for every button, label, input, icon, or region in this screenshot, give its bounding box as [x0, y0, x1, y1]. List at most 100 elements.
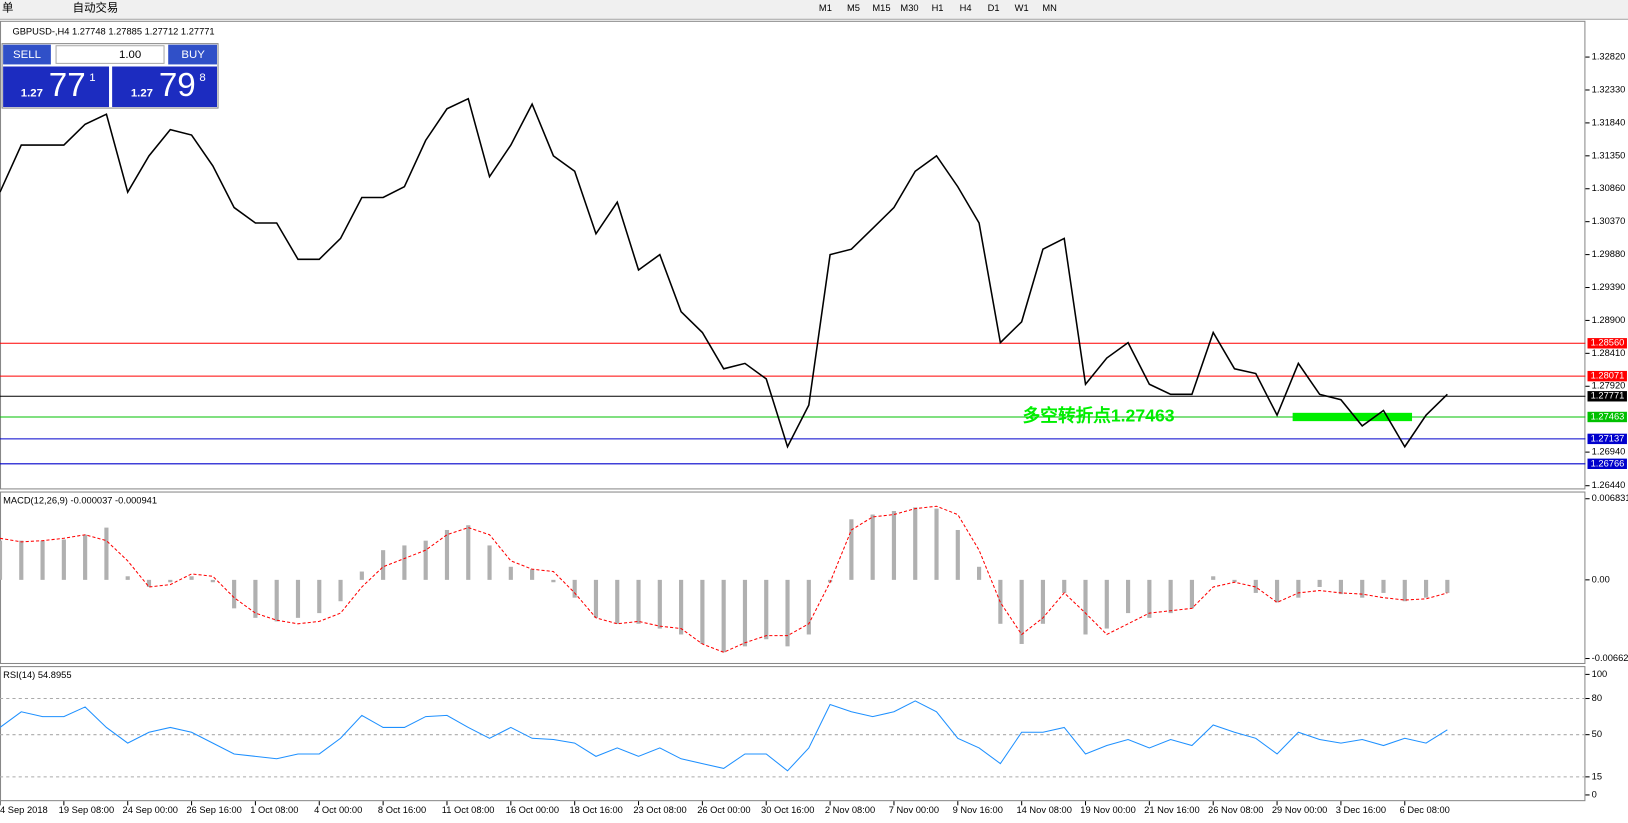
histogram-bar [593, 579, 599, 618]
histogram-bar [83, 534, 88, 580]
price-level-tag [1587, 370, 1627, 382]
price-level-label: 1.28560 [1591, 338, 1625, 348]
histogram-bar [1232, 579, 1237, 583]
x-tick-label: 19 Nov 00:00 [1080, 805, 1135, 815]
histogram-bar [657, 579, 662, 629]
sell-price-box[interactable] [3, 66, 110, 108]
series-line [0, 97, 1448, 449]
price-level-label: 1.28071 [1591, 371, 1625, 381]
histogram-bar [338, 579, 343, 602]
histogram-bar [1445, 579, 1450, 593]
histogram-bar [955, 529, 960, 580]
histogram-bar [1189, 579, 1195, 609]
timeframe-button[interactable]: W1 [1015, 3, 1029, 13]
x-tick-label: 2 Nov 08:00 [825, 805, 875, 815]
x-tick-label: 30 Oct 16:00 [761, 805, 814, 815]
histogram-bar [1296, 579, 1301, 598]
histogram-bar [381, 550, 386, 580]
y-tick-label: 1.27920 [1592, 381, 1626, 391]
y-tick-label: 1.31840 [1592, 117, 1626, 127]
buy-price-small[interactable]: 1.27 [131, 88, 153, 100]
histogram-bar [253, 579, 258, 618]
timeframe-button[interactable]: MN [1042, 3, 1057, 13]
buy-price-big[interactable]: 79 [159, 67, 196, 104]
histogram-bar [146, 579, 152, 587]
histogram-bar [1274, 579, 1280, 603]
sell-button[interactable] [3, 44, 51, 65]
histogram-bar [1423, 579, 1429, 598]
x-tick-label: 3 Dec 16:00 [1336, 805, 1386, 815]
lots-input[interactable] [55, 45, 165, 64]
histogram-bar [1338, 579, 1343, 595]
y-tick-label: 1.28410 [1592, 348, 1626, 358]
price-level-label: 1.27137 [1591, 433, 1625, 443]
histogram-bar [61, 539, 66, 580]
timeframe-button[interactable]: H1 [932, 3, 944, 13]
y-tick-label: 1.32820 [1592, 52, 1626, 62]
histogram-bar [274, 579, 279, 622]
histogram-bar [1253, 579, 1258, 593]
x-tick-label: 14 Sep 2018 [0, 805, 48, 815]
x-tick-label: 9 Nov 16:00 [953, 805, 1003, 815]
price-level-tag [1587, 458, 1627, 470]
y-tick-label: 80 [1592, 693, 1602, 703]
sell-price-sup[interactable]: 1 [89, 72, 95, 84]
histogram-bar [764, 579, 769, 640]
histogram-bar [232, 579, 237, 609]
histogram-bar [1211, 576, 1216, 580]
buy-price-box[interactable] [112, 66, 217, 108]
toolbar-item[interactable]: 自动交易 [73, 0, 119, 14]
y-tick-label: 1.30860 [1592, 183, 1626, 193]
x-tick-label: 29 Nov 00:00 [1272, 805, 1327, 815]
toolbar [0, 0, 1628, 19]
y-tick-label: 0 [1592, 789, 1597, 799]
x-tick-label: 4 Oct 00:00 [314, 805, 362, 815]
histogram-bar [785, 579, 790, 647]
histogram-bar [1125, 579, 1131, 614]
histogram-bar [1360, 579, 1365, 598]
histogram-bar [40, 540, 45, 580]
x-tick-label: 11 Oct 08:00 [442, 805, 495, 815]
histogram-bar [19, 540, 24, 580]
y-tick-label: 15 [1592, 771, 1602, 781]
trade-panel: SELL 1.00 BUY 1.27 77 1 1.27 79 8 [1, 43, 219, 109]
x-tick-label: 19 Sep 08:00 [59, 805, 114, 815]
lots-value[interactable]: 1.00 [119, 49, 141, 61]
price-level-tag [1587, 338, 1627, 349]
histogram-bar [104, 527, 109, 580]
timeframe-button[interactable]: M5 [847, 3, 860, 13]
sell-label[interactable]: SELL [13, 49, 41, 61]
y-tick-label: 1.29880 [1592, 249, 1626, 259]
histogram-bar [977, 566, 982, 580]
buy-price-sup[interactable]: 8 [199, 72, 205, 84]
price-level-label: 1.27771 [1591, 391, 1625, 401]
timeframe-button[interactable]: D1 [988, 3, 1000, 13]
timeframe-button[interactable]: M15 [872, 3, 890, 13]
histogram-bar [1402, 579, 1407, 602]
histogram-bar [721, 579, 726, 653]
histogram-bar [0, 540, 3, 580]
toolbar-item[interactable]: 单 [2, 1, 13, 14]
histogram-bar [168, 579, 173, 583]
histogram-bar [317, 579, 322, 614]
x-tick-label: 1 Oct 08:00 [250, 805, 298, 815]
timeframe-button[interactable]: M1 [819, 3, 832, 13]
histogram-bar [679, 579, 684, 635]
x-tick-label: 8 Oct 16:00 [378, 805, 426, 815]
timeframe-button[interactable]: M30 [900, 3, 918, 13]
timeframe-button[interactable]: H4 [960, 3, 972, 13]
sell-price-big[interactable]: 77 [49, 67, 86, 104]
y-tick-label: 100 [1592, 669, 1608, 679]
histogram-bar [402, 545, 407, 580]
price-level-label: 1.26766 [1591, 458, 1625, 468]
buy-button[interactable] [168, 44, 217, 65]
x-tick-label: 26 Nov 08:00 [1208, 805, 1263, 815]
y-tick-label: 1.26440 [1592, 480, 1626, 490]
buy-label[interactable]: BUY [181, 49, 205, 61]
sell-price-small[interactable]: 1.27 [21, 88, 43, 100]
y-tick-label: 0.006831 [1592, 493, 1628, 503]
histogram-bar [359, 571, 364, 580]
y-tick-label: 50 [1592, 729, 1602, 739]
histogram-bar [1083, 579, 1088, 635]
